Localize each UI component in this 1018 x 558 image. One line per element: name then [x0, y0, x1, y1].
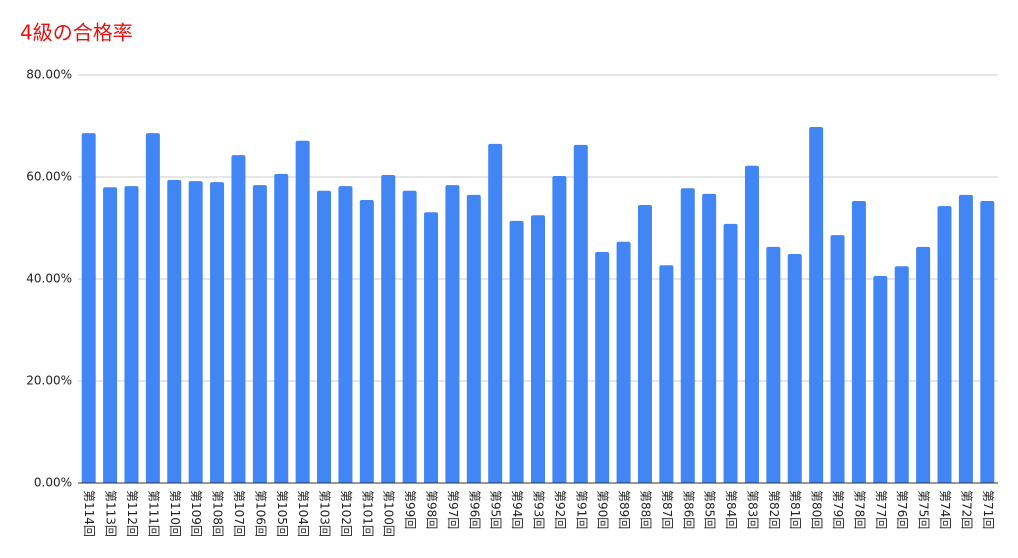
bar	[124, 186, 139, 483]
x-tick-label: 第107回	[232, 490, 246, 537]
x-tick-label: 第86回	[681, 490, 695, 529]
y-tick-label: 40.00%	[26, 272, 72, 286]
x-tick-label: 第74回	[938, 490, 952, 529]
x-tick-label: 第96回	[467, 490, 481, 529]
bar	[381, 174, 396, 483]
bar	[81, 133, 96, 483]
bar	[659, 265, 674, 483]
x-tick-label: 第101回	[360, 490, 374, 537]
x-tick-label: 第110回	[168, 490, 182, 537]
bar	[616, 241, 631, 483]
x-tick-label: 第113回	[104, 490, 118, 537]
x-tick-label: 第102回	[339, 490, 353, 537]
x-tick-label: 第81回	[788, 490, 802, 529]
bar	[317, 190, 332, 483]
x-tick-label: 第111回	[146, 490, 160, 537]
y-tick-label: 80.00%	[26, 68, 72, 82]
x-tick-label: 第80回	[810, 490, 824, 529]
x-tick-label: 第105回	[275, 490, 289, 537]
bar	[830, 235, 845, 483]
bar	[552, 175, 567, 484]
x-tick-label: 第95回	[489, 490, 503, 529]
x-tick-label: 第104回	[296, 490, 310, 537]
x-tick-label: 第85回	[703, 490, 717, 529]
bar	[744, 165, 759, 483]
x-tick-label: 第92回	[553, 490, 567, 529]
bar	[958, 194, 973, 483]
x-tick-label: 第98回	[425, 490, 439, 529]
bar	[445, 185, 460, 483]
x-tick-label: 第84回	[724, 490, 738, 529]
x-tick-label: 第89回	[617, 490, 631, 529]
bar	[145, 133, 160, 483]
bar	[338, 186, 353, 483]
bar	[531, 215, 545, 483]
bar	[488, 143, 503, 483]
x-tick-label: 第93回	[532, 490, 546, 529]
bar	[980, 200, 995, 483]
bar	[167, 180, 182, 483]
x-tick-label: 第103回	[318, 490, 332, 537]
y-tick-label: 0.00%	[34, 476, 72, 490]
x-tick-label: 第82回	[767, 490, 781, 529]
bar	[424, 212, 439, 483]
bar	[509, 220, 524, 484]
x-tick-label: 第97回	[446, 490, 460, 529]
y-tick-label: 60.00%	[26, 170, 72, 184]
x-tick-label: 第76回	[895, 490, 909, 529]
bar	[466, 194, 481, 483]
bar	[680, 188, 695, 483]
x-tick-label: 第106回	[253, 490, 267, 537]
y-tick-label: 20.00%	[26, 374, 72, 388]
bar	[873, 275, 888, 483]
x-tick-label: 第109回	[189, 490, 203, 537]
x-tick-label: 第99回	[403, 490, 417, 529]
x-tick-label: 第94回	[510, 490, 524, 529]
x-tick-label: 第72回	[959, 490, 973, 529]
x-tick-label: 第100回	[382, 490, 396, 537]
bar	[916, 246, 931, 483]
bar	[210, 182, 225, 483]
bar	[787, 254, 802, 483]
bar	[573, 144, 588, 483]
bar	[851, 200, 866, 483]
x-tick-label: 第88回	[638, 490, 652, 529]
x-tick-label: 第114回	[82, 490, 96, 537]
bar	[295, 140, 310, 484]
bar	[595, 251, 610, 483]
x-tick-label: 第78回	[852, 490, 866, 529]
bar	[894, 266, 909, 483]
bar	[702, 193, 717, 483]
bar	[402, 190, 417, 483]
bar	[723, 223, 738, 484]
chart-title: 4級の合格率	[20, 21, 133, 45]
bar	[103, 187, 118, 483]
x-tick-label: 第91回	[574, 490, 588, 529]
x-tick-label: 第79回	[831, 490, 845, 529]
bar	[359, 199, 374, 483]
bar	[231, 155, 246, 483]
bar	[937, 206, 952, 483]
x-tick-label: 第77回	[874, 490, 888, 529]
bar	[274, 173, 289, 483]
bar	[766, 246, 781, 483]
x-tick-label: 第75回	[917, 490, 931, 529]
x-tick-label: 第112回	[125, 490, 139, 537]
bar	[252, 185, 267, 483]
bar	[809, 127, 824, 484]
x-tick-label: 第90回	[596, 490, 610, 529]
x-tick-label: 第108回	[211, 490, 225, 537]
bar	[637, 205, 652, 484]
bar	[188, 181, 203, 483]
x-tick-label: 第83回	[745, 490, 759, 529]
x-tick-label: 第71回	[981, 490, 995, 529]
x-tick-label: 第87回	[660, 490, 674, 529]
